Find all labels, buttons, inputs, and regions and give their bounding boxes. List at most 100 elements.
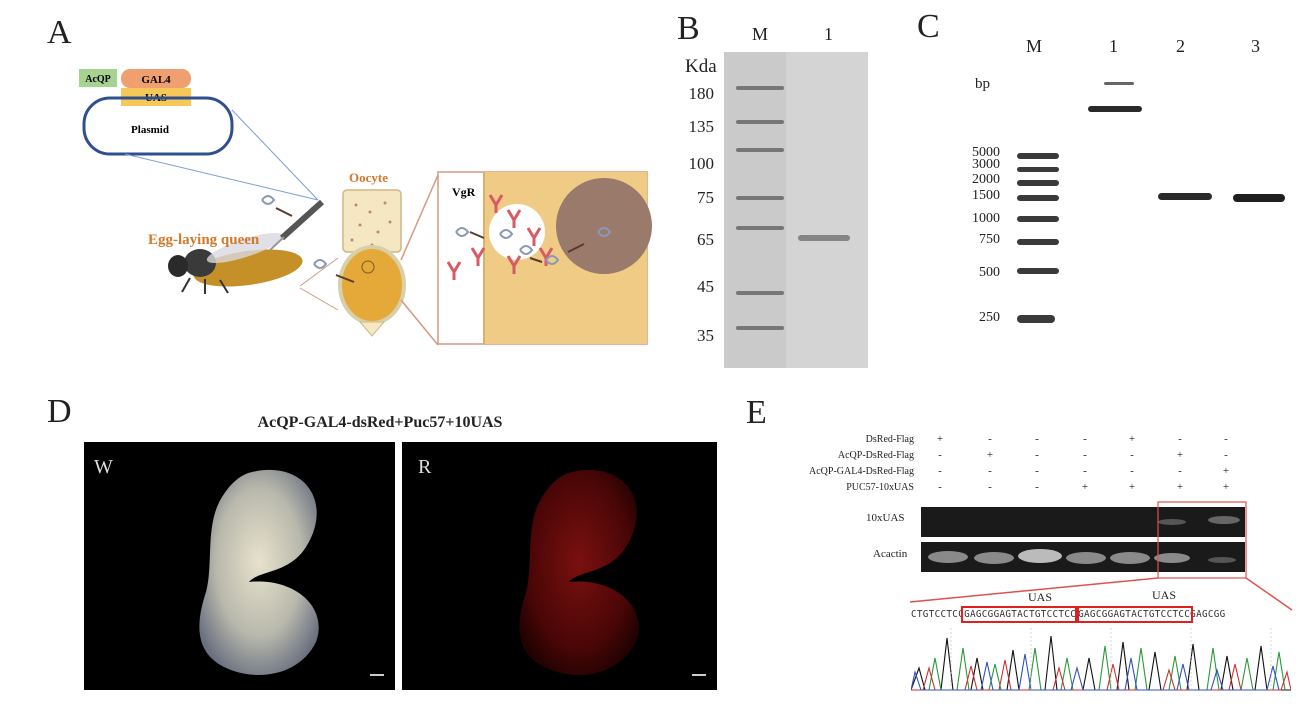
construct-mark: + (1222, 465, 1230, 477)
sequence-prefix: CTGTCCTCC (911, 609, 965, 620)
agarose-gel (1017, 82, 1285, 323)
plasmid-label: Plasmid (131, 124, 169, 136)
receptor-inset: VgR (437, 171, 652, 345)
syringe-icon (269, 199, 325, 251)
red-fluorescence-image: R (402, 442, 717, 690)
construct-mark: + (986, 449, 994, 461)
construct-mark: + (1222, 481, 1230, 493)
marker-band-b (736, 196, 784, 200)
construct-mark: - (988, 465, 992, 477)
construct-mark: - (1130, 465, 1134, 477)
marker-tick-b: 180 (688, 84, 715, 103)
panel-letter-c: C (917, 8, 940, 45)
construct-mark: - (1224, 449, 1228, 461)
marker-tick-c: 1000 (972, 211, 1000, 226)
vgr-label: VgR (452, 185, 476, 199)
rt-pcr-gel (909, 501, 1293, 611)
sequence-suffix: GAGCGG (1190, 609, 1226, 620)
sds-page-gel (724, 52, 868, 368)
panel-letter-e: E (746, 394, 767, 431)
bee-icon (168, 232, 303, 294)
marker-band-b (736, 148, 784, 152)
construct-mark: - (938, 481, 942, 493)
construct-mark: - (1224, 433, 1228, 445)
lane-label-c-m: M (1026, 36, 1043, 56)
white-light-image: W (84, 442, 395, 690)
marker-tick-c: 1500 (972, 188, 1000, 203)
construct-row-label: AcQP-DsRed-Flag (837, 450, 914, 461)
marker-tick-c: 250 (979, 310, 1000, 325)
lane-label-c-3: 3 (1251, 36, 1260, 56)
marker-band-b (736, 291, 784, 295)
marker-tick-c: 750 (979, 232, 1000, 247)
marker-band-b (736, 86, 784, 90)
construct-mark: - (988, 481, 992, 493)
construct-mark: + (1128, 433, 1136, 445)
marker-band-b (736, 120, 784, 124)
unit-label-bp: bp (975, 76, 990, 92)
construct-mark: + (936, 433, 944, 445)
plasmid-ring (82, 96, 234, 156)
queen-label: Egg-laying queen (148, 232, 260, 248)
construct-mark: - (1178, 465, 1182, 477)
marker-tick-b: 35 (697, 326, 714, 345)
marker-tick-b: 65 (697, 230, 714, 249)
panel-letter-a: A (47, 14, 72, 51)
oocyte-icon (338, 189, 406, 337)
construct-mark: - (1130, 449, 1134, 461)
construct-mark: + (1176, 481, 1184, 493)
construct-mark: - (1178, 433, 1182, 445)
panel-d-title: AcQP-GAL4-dsRed+Puc57+10UAS (257, 414, 503, 431)
band-10xuas (1158, 516, 1240, 525)
sample-bands (1088, 82, 1285, 202)
construct-mark: - (1035, 449, 1039, 461)
marker-tick-c: 5000 (972, 145, 1000, 160)
gal4-box (121, 69, 191, 88)
construct-mark: + (1128, 481, 1136, 493)
marker-band-b (736, 226, 784, 230)
fluorescence-label: R (418, 456, 432, 478)
marker-band-b (736, 326, 784, 330)
construct-mark: - (1083, 465, 1087, 477)
construct-mark: - (1083, 449, 1087, 461)
construct-mark: - (1035, 433, 1039, 445)
acqp-box (79, 69, 117, 87)
sequence-box-1: GAGCGGAGTACTGTCCTCC (961, 606, 1080, 623)
dna-sequence: CTGTCCTCCGAGCGGAGTACTGTCCTCC GAGCGGAGTACT… (911, 606, 1226, 623)
gal4-label: GAL4 (141, 74, 171, 86)
panel-letter-d: D (47, 393, 72, 430)
uas-label-right: UAS (1152, 588, 1177, 602)
construct-mark: - (1035, 465, 1039, 477)
marker-tick-b: 135 (688, 117, 715, 136)
marker-tick-b: 100 (688, 154, 715, 173)
construct-mark: + (1176, 449, 1184, 461)
panel-a-diagram: AcQP GAL4 UAS Plasmid Egg-laying queen O… (79, 69, 652, 346)
marker-tick-b: 75 (697, 188, 714, 207)
acqp-label: AcQP (85, 74, 111, 85)
unit-label-kda: Kda (685, 56, 717, 77)
construct-mark: - (938, 449, 942, 461)
gel-row-label-acactin: Acactin (873, 548, 908, 560)
marker-tick-c: 500 (979, 265, 1000, 280)
construct-row-label: PUC57-10xUAS (846, 482, 914, 493)
construct-mark: - (1083, 433, 1087, 445)
lane-label-b-m: M (752, 24, 769, 44)
uas-label-left: UAS (1028, 590, 1053, 604)
lane-label-c-2: 2 (1176, 36, 1185, 56)
protein-coil-icon (261, 195, 276, 205)
construct-mark: - (1035, 481, 1039, 493)
dna-ladder (1017, 153, 1059, 323)
oocyte-label: Oocyte (349, 170, 388, 185)
marker-tick-b: 45 (697, 277, 714, 296)
marker-tick-c: 3000 (972, 157, 1000, 172)
band-acactin (928, 549, 1236, 564)
lane-label-b-1: 1 (824, 24, 833, 44)
marker-tick-c: 2000 (972, 172, 1000, 187)
construct-mark: - (938, 465, 942, 477)
sample-band-b (798, 235, 850, 241)
lane-label-c-1: 1 (1109, 36, 1118, 56)
construct-row-label: AcQP-GAL4-DsRed-Flag (809, 466, 914, 477)
gel-row-label-10xuas: 10xUAS (866, 512, 905, 524)
sequence-box-2: GAGCGGAGTACTGTCCTCC (1075, 606, 1194, 623)
construct-mark: + (1081, 481, 1089, 493)
